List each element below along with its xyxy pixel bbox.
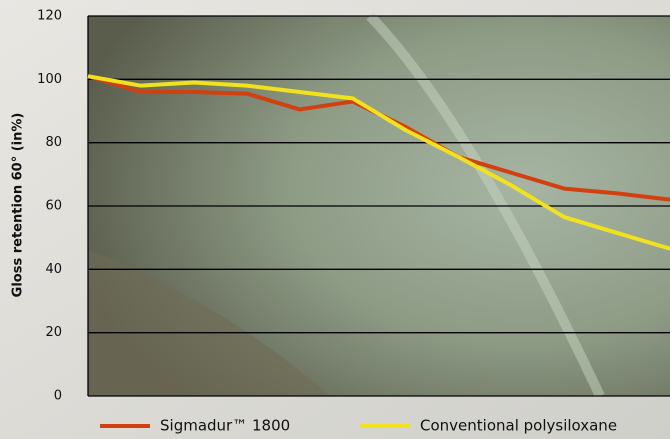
y-tick-label: 80	[45, 135, 62, 150]
y-tick-label: 100	[37, 72, 62, 87]
y-tick-label: 60	[45, 199, 62, 214]
line-series	[87, 74, 670, 251]
background-shape	[88, 250, 330, 396]
y-tick-label: 0	[54, 389, 62, 404]
legend-label: Sigmadur™ 1800	[160, 417, 290, 435]
y-tick-label: 40	[45, 262, 62, 277]
y-tick-label: 20	[45, 325, 62, 340]
y-axis-label: Gloss retention 60° (in%)	[11, 113, 26, 298]
legend-label: Conventional polysiloxane	[420, 417, 617, 435]
y-tick-label: 120	[37, 9, 62, 24]
